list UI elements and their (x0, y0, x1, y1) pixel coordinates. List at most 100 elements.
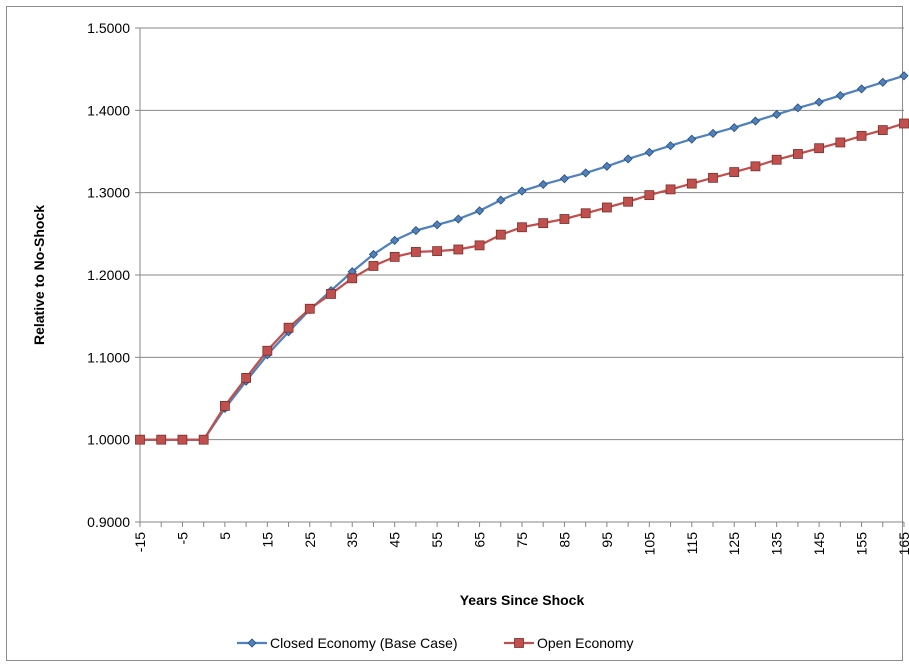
data-point (623, 196, 634, 207)
x-tick-label: 115 (684, 532, 700, 555)
data-point (856, 84, 867, 94)
data-point (517, 222, 527, 233)
data-point (729, 167, 740, 177)
data-point (601, 202, 612, 213)
data-point (580, 208, 591, 219)
data-point (368, 249, 379, 259)
data-point (453, 244, 464, 255)
x-tick-label: -15 (132, 532, 148, 552)
data-point (750, 116, 761, 126)
gridlines (140, 27, 904, 523)
chart-frame (6, 6, 903, 661)
x-tick-label: 125 (726, 532, 742, 556)
data-point (241, 373, 252, 383)
y-tick-label: 1.4000 (87, 102, 130, 118)
data-point (729, 123, 739, 133)
x-tick-label: 145 (811, 532, 827, 556)
data-point (644, 147, 654, 157)
x-tick-label: -5 (174, 532, 190, 545)
y-tick-label: 1.0000 (87, 432, 130, 448)
data-point (326, 289, 336, 299)
series-1 (135, 71, 909, 445)
data-point (432, 220, 442, 230)
legend-marker (247, 638, 257, 648)
y-tick-label: 1.1000 (87, 349, 130, 365)
axes: 0.9000 1.0000 1.1000 1.2000 1.3000 1.4000 1.50… (87, 20, 909, 555)
x-tick-label: 95 (599, 532, 615, 548)
data-point (899, 71, 909, 81)
data-point (177, 434, 188, 445)
data-point (687, 134, 697, 144)
x-tick-label: 135 (769, 532, 785, 556)
data-point (538, 218, 549, 229)
series-layer (135, 71, 909, 445)
x-tick-label: 15 (259, 532, 275, 548)
x-tick-label: 55 (429, 532, 445, 548)
series-line (140, 122, 905, 441)
data-point (304, 303, 315, 314)
x-axis-title: Years Since Shock (460, 592, 585, 608)
data-point (686, 178, 697, 189)
data-point (581, 168, 591, 178)
data-point (878, 77, 888, 87)
data-point (665, 184, 676, 195)
data-point (410, 247, 421, 257)
y-axis-title: Relative to No-Shock (31, 205, 47, 345)
data-point (899, 118, 909, 129)
x-tick-label: 75 (514, 532, 530, 548)
series-2 (135, 118, 909, 445)
data-point (665, 141, 676, 151)
data-point (835, 90, 845, 101)
data-point (411, 225, 421, 236)
data-point (750, 161, 761, 172)
x-tick-label: 85 (556, 532, 572, 548)
data-point (856, 130, 867, 141)
x-tick-label: 155 (854, 532, 870, 556)
data-point (219, 401, 230, 411)
x-tick-label: 25 (302, 532, 318, 548)
data-point (559, 214, 570, 224)
data-point (814, 97, 824, 107)
data-point (156, 434, 167, 445)
x-tick-label: 65 (472, 532, 488, 548)
data-point (771, 154, 782, 165)
legend-item-1: Closed Economy (Base Case) (237, 635, 458, 651)
data-point (262, 345, 273, 356)
data-point (602, 161, 612, 171)
legend-label: Open Economy (537, 635, 634, 651)
data-point (474, 240, 485, 251)
x-tick-label: 5 (217, 532, 233, 540)
x-tick-label: 45 (387, 532, 403, 548)
data-point (135, 434, 145, 445)
data-point (495, 229, 506, 240)
data-point (496, 195, 506, 205)
data-point (368, 261, 379, 271)
legend-label: Closed Economy (Base Case) (270, 635, 458, 651)
data-point (389, 251, 400, 262)
x-tick-label: 35 (344, 532, 360, 548)
data-point (793, 103, 803, 113)
data-point (283, 322, 294, 333)
data-point (792, 149, 803, 159)
legend-item-2: Open Economy (504, 635, 634, 651)
data-point (877, 125, 888, 135)
data-point (517, 186, 527, 196)
data-point (644, 190, 655, 201)
data-point (708, 128, 718, 138)
legend: Closed Economy (Base Case) Open Economy (237, 635, 634, 651)
data-point (453, 214, 463, 224)
data-point (198, 434, 209, 445)
data-point (708, 172, 718, 183)
x-tick-label: 165 (896, 532, 909, 556)
data-point (432, 246, 443, 257)
data-point (474, 206, 485, 216)
data-point (623, 154, 633, 164)
data-point (559, 174, 570, 184)
x-tick-label: 105 (641, 532, 657, 556)
data-point (538, 179, 548, 189)
y-tick-label: 1.3000 (87, 185, 130, 201)
data-point (390, 235, 400, 245)
y-tick-label: 0.9000 (87, 514, 130, 530)
data-point (835, 137, 846, 148)
